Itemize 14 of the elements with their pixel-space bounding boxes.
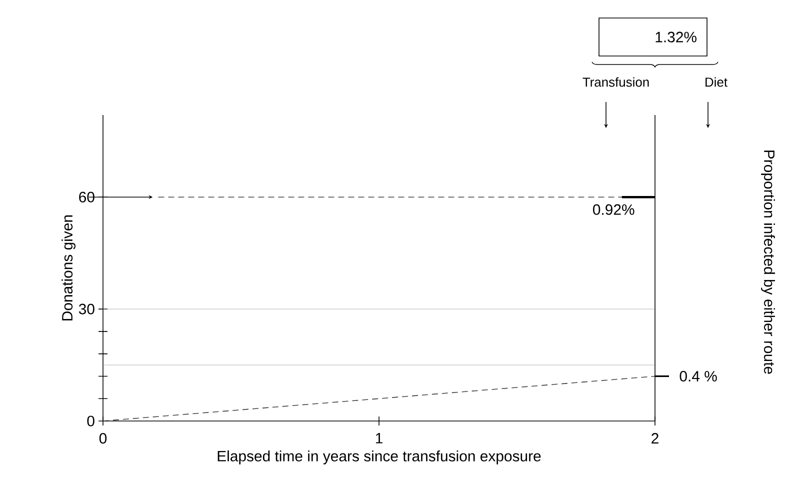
x-tick-label: 2 [652, 433, 658, 444]
y-axis-title: Donations given [62, 215, 76, 320]
text: 1.32% [656, 32, 696, 42]
y-tick-label: 0 [87, 416, 94, 426]
x-axis-title: Elapsed time in years since transfusion exposure [218, 450, 541, 464]
annotation: 0.92% [592, 204, 634, 215]
y-tick-label: 60 [79, 192, 94, 202]
text: Diet [706, 77, 728, 87]
x-tick-label: 0 [99, 433, 107, 444]
y-tick-label: 30 [78, 304, 94, 314]
text: Transfusion [582, 77, 649, 87]
annotation: 0.4 % [680, 370, 717, 382]
x-tick-label: 1 [376, 433, 382, 444]
text: Proportion infected by either route [761, 150, 775, 374]
